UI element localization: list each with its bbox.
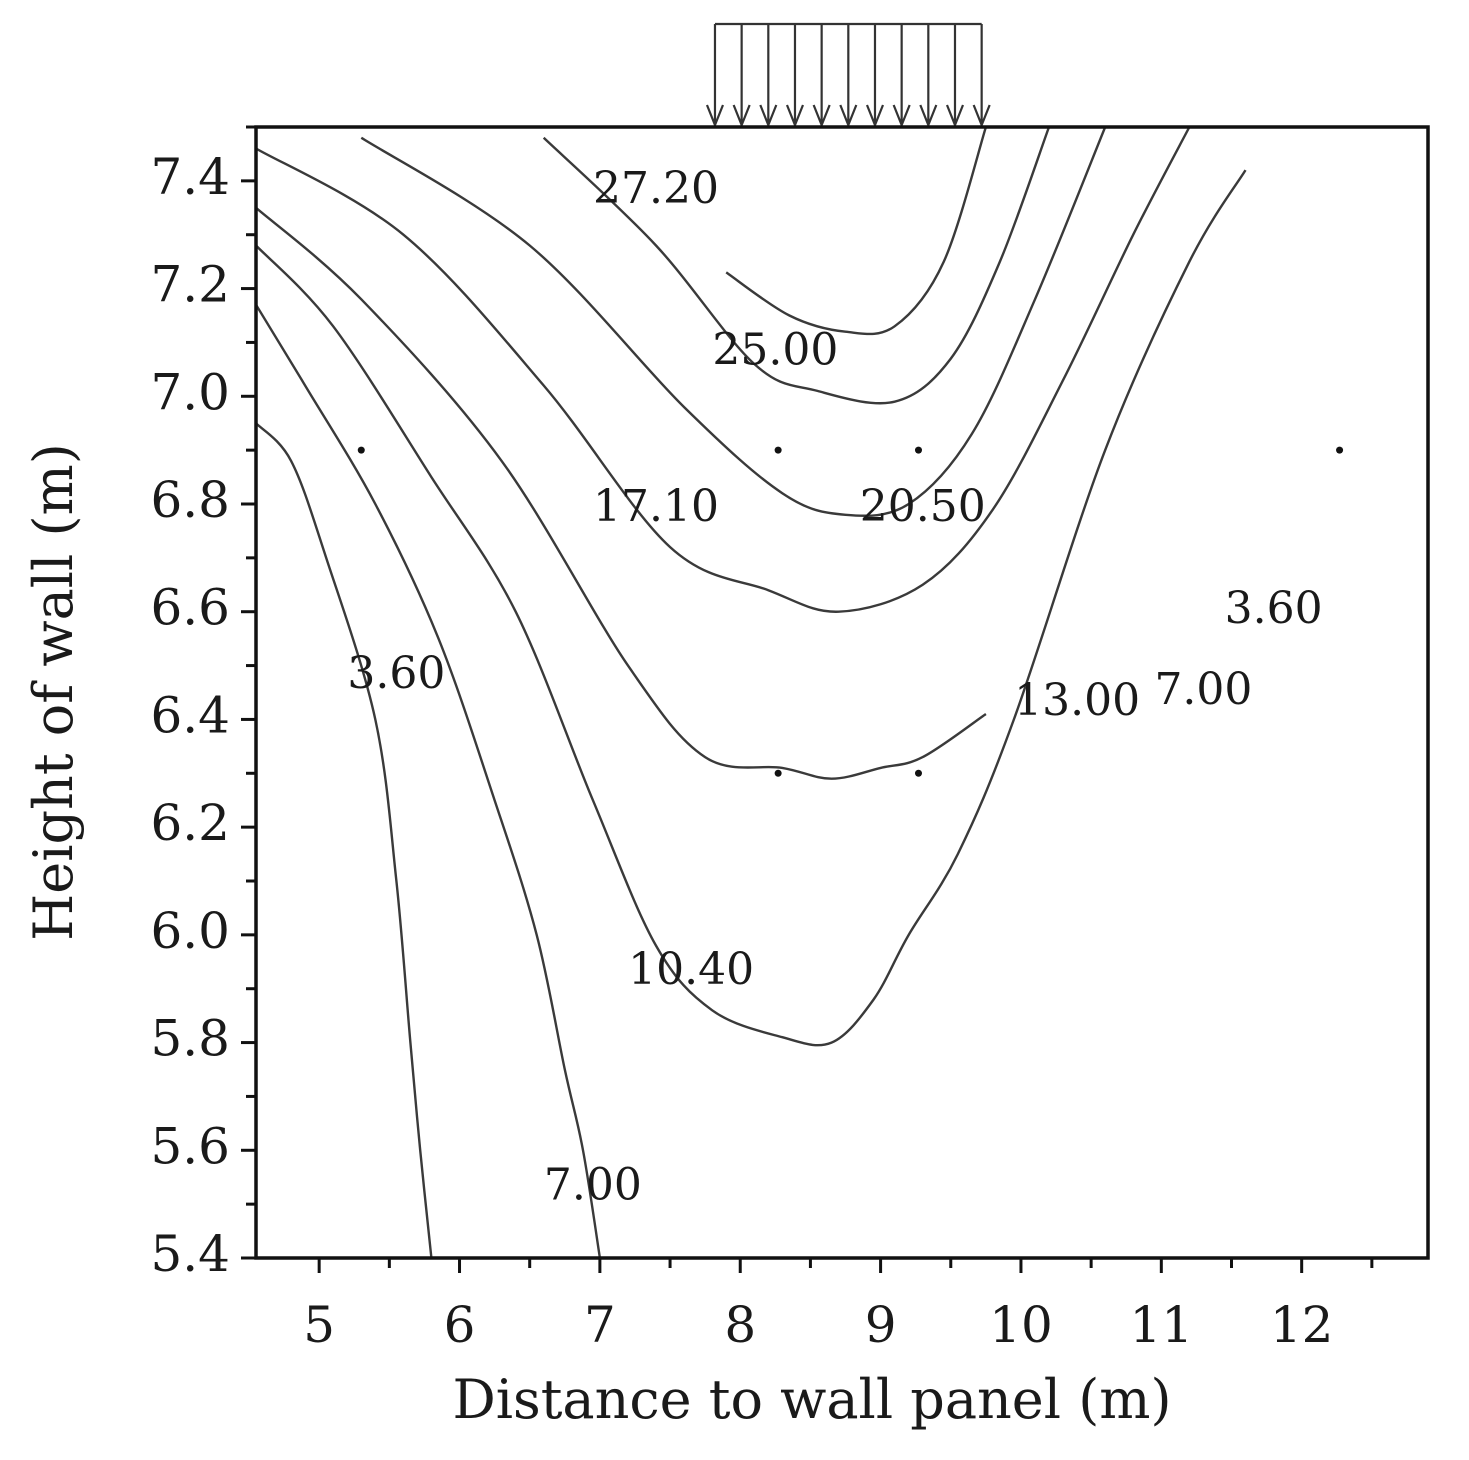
contour-line-10-40 xyxy=(256,169,1247,1047)
contour-labels: 27.20 25.00 17.10 20.50 13.00 7.00 3.60 3.60 10.… xyxy=(347,163,1322,1210)
contour-label: 13.00 xyxy=(1014,675,1140,726)
load-arrow xyxy=(705,24,724,128)
y-tick-label: 7.2 xyxy=(150,256,230,314)
contour-label: 17.10 xyxy=(593,481,719,532)
y-axis: 5.4 5.6 5.8 6.0 6.2 6.4 6.6 6.8 7.0 7.2 7.4 xyxy=(150,125,256,1283)
x-tick-label: 5 xyxy=(303,1296,335,1354)
load-arrow xyxy=(732,24,751,128)
load-arrow xyxy=(972,24,991,128)
measurement-point xyxy=(774,769,782,777)
y-tick-label: 5.6 xyxy=(150,1117,230,1175)
x-tick-label: 8 xyxy=(724,1296,756,1354)
x-tick-label: 12 xyxy=(1270,1296,1334,1354)
contour-line-27-20 xyxy=(725,127,988,336)
y-tick-label: 7.0 xyxy=(150,363,230,421)
contour-label: 27.20 xyxy=(593,163,719,214)
y-axis-title: Height of wall (m) xyxy=(22,443,85,941)
load-arrow xyxy=(785,24,805,128)
measurement-point xyxy=(774,446,782,454)
contour-label: 7.00 xyxy=(1154,664,1252,715)
x-tick-label: 7 xyxy=(584,1296,616,1354)
distributed-load xyxy=(705,22,991,128)
load-arrow xyxy=(945,24,965,128)
load-arrow xyxy=(839,24,858,128)
measurement-point xyxy=(357,446,365,454)
y-tick-label: 5.8 xyxy=(150,1010,230,1068)
y-tick-label: 5.4 xyxy=(150,1225,230,1283)
load-arrow xyxy=(812,24,831,128)
y-tick-label: 6.0 xyxy=(150,902,230,960)
contour-label: 3.60 xyxy=(1225,583,1323,634)
x-tick-label: 11 xyxy=(1130,1296,1194,1354)
x-axis-title: Distance to wall panel (m) xyxy=(452,1368,1171,1431)
x-tick-label: 9 xyxy=(865,1296,897,1354)
measurement-points xyxy=(357,446,1344,777)
contour-line-25-00 xyxy=(542,127,1051,405)
contour-label: 25.00 xyxy=(712,325,838,376)
contour-line-13-00 xyxy=(256,206,987,780)
measurement-point xyxy=(914,446,922,454)
load-arrow xyxy=(865,24,885,128)
y-tick-label: 6.4 xyxy=(150,686,230,744)
x-axis: 5 6 7 8 9 10 11 12 xyxy=(303,1258,1374,1354)
plot-frame xyxy=(254,125,1430,1260)
measurement-point xyxy=(914,769,922,777)
y-tick-label: 7.4 xyxy=(150,148,230,206)
contour-label: 20.50 xyxy=(860,481,986,532)
contour-line-17-10 xyxy=(256,127,1191,613)
y-tick-label: 6.6 xyxy=(150,579,230,637)
contour-line-20-50 xyxy=(360,127,1107,517)
contour-label: 7.00 xyxy=(544,1159,642,1210)
contour-line-7-00 xyxy=(256,304,602,1258)
y-tick-label: 6.2 xyxy=(150,794,230,852)
contour-line-3-60 xyxy=(256,422,433,1258)
contour-label: 3.60 xyxy=(347,648,445,699)
x-tick-label: 10 xyxy=(989,1296,1053,1354)
load-arrow xyxy=(759,24,778,128)
load-arrow xyxy=(919,24,938,128)
contour-label: 10.40 xyxy=(628,944,754,995)
load-arrow xyxy=(892,24,911,128)
measurement-point xyxy=(1336,446,1344,454)
contour-lines xyxy=(256,127,1247,1258)
y-tick-label: 6.8 xyxy=(150,471,230,529)
x-tick-label: 6 xyxy=(444,1296,476,1354)
